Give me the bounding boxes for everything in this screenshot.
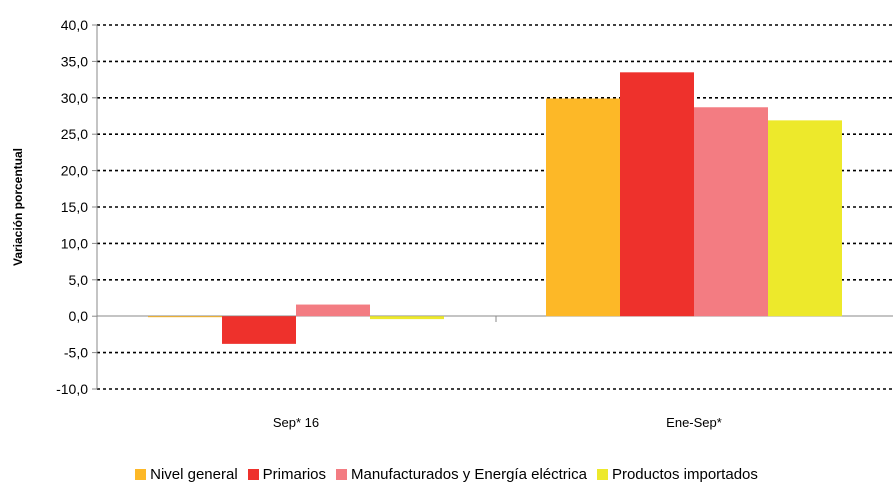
gridlines [97, 24, 893, 390]
bar-productos-importados-1 [768, 120, 842, 317]
category-labels: Sep* 16 Ene-Sep* [273, 415, 722, 430]
legend-swatch [596, 469, 608, 480]
legend-item: Nivel general [135, 466, 238, 483]
category-label: Sep* 16 [273, 415, 319, 430]
y-tick-label: 25,0 [61, 126, 88, 142]
category-label: Ene-Sep* [666, 415, 722, 430]
bar-primarios-1 [620, 72, 694, 317]
y-tick-label: 10,0 [61, 235, 88, 251]
legend-swatch [336, 469, 347, 480]
legend-item: Productos importados [596, 466, 758, 483]
y-tick-label: -10,0 [56, 381, 88, 397]
bar-manufacturados-y-energ-a-el-ctrica-0 [296, 304, 370, 317]
legend-label: Nivel general [150, 466, 238, 483]
legend: Nivel general Primarios Manufacturados y E… [0, 466, 893, 483]
bar-nivel-general-0 [148, 316, 222, 318]
bar-nivel-general-1 [546, 98, 620, 317]
legend-label: Primarios [262, 466, 326, 483]
y-tick-label: 35,0 [61, 53, 88, 69]
y-tick-label: 40,0 [61, 17, 88, 33]
y-tick-label: 30,0 [61, 90, 88, 106]
bars [148, 72, 842, 344]
y-tick-label: 0,0 [69, 308, 89, 324]
bar-primarios-0 [222, 316, 296, 344]
y-tick-label: 5,0 [69, 272, 89, 288]
bar-manufacturados-y-energ-a-el-ctrica-1 [694, 107, 768, 317]
y-tick-label: -5,0 [64, 345, 88, 361]
y-axis-label: Variación porcentual [11, 148, 25, 266]
y-tick-label: 15,0 [61, 199, 88, 215]
bar-chart: -10,0 -5,0 0,0 5,0 10,0 15,0 20,0 25,0 30,0 35,0 4… [11, 17, 893, 430]
legend-item: Manufacturados y Energía eléctrica [336, 466, 587, 483]
y-tick-label: 20,0 [61, 163, 88, 179]
bar-productos-importados-0 [370, 316, 444, 320]
legend-item: Primarios [247, 466, 326, 483]
legend-label: Manufacturados y Energía eléctrica [351, 466, 587, 483]
y-tick-labels: -10,0 -5,0 0,0 5,0 10,0 15,0 20,0 25,0 30,0 35,0 4… [56, 17, 97, 397]
legend-swatch [135, 469, 147, 480]
legend-label: Productos importados [611, 466, 758, 483]
legend-swatch [247, 469, 259, 480]
